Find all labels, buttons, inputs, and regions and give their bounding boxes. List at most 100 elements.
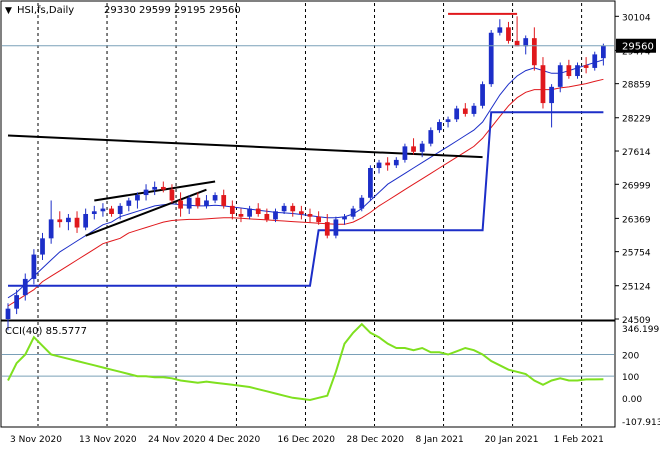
date-tick-label: 8 Jan 2021 [416, 435, 464, 445]
candle-body [523, 38, 529, 47]
date-tick-label: 4 Dec 2020 [208, 435, 260, 445]
collapse-icon[interactable]: ▼ [5, 6, 12, 16]
date-tick-label: 28 Dec 2020 [347, 435, 405, 445]
cci-line [7, 322, 604, 402]
candle-body [368, 168, 373, 198]
date-tick-label: 13 Nov 2020 [79, 435, 137, 445]
svg-text:29560: 29560 [622, 42, 654, 53]
candle-body [255, 208, 261, 214]
candle-body [540, 65, 546, 104]
candle-body [238, 213, 244, 217]
candle-body [583, 65, 589, 68]
candle-body [428, 130, 434, 144]
price-tick-label: 30104 [622, 13, 651, 23]
cci-indicator [2, 322, 614, 402]
candle-body [488, 32, 494, 85]
candle-body [350, 208, 356, 217]
candle-body [100, 208, 106, 212]
price-tick-label: 28859 [622, 81, 651, 91]
candle-body [592, 54, 598, 68]
ohlc-readout: 29330 29599 29195 29560 [104, 5, 241, 16]
candle-body [22, 278, 28, 296]
candle-body [83, 213, 89, 228]
date-tick-label: 16 Dec 2020 [277, 435, 335, 445]
candle-body [385, 162, 391, 166]
cci-tick-label: 346.1991 [622, 325, 660, 335]
candle-body [307, 213, 313, 217]
candle-body [91, 211, 97, 214]
main-panel-frame [0, 0, 616, 321]
candle-body [549, 86, 554, 104]
candle-body [66, 217, 71, 223]
candle-body [109, 208, 114, 214]
cci-tick-label: 200 [622, 352, 639, 362]
candle-body [204, 200, 209, 206]
candle-body [506, 27, 511, 41]
candle-body [14, 295, 20, 309]
candle-body [264, 213, 270, 220]
candle-body [419, 143, 425, 152]
price-tick-label: 26999 [622, 181, 651, 191]
price-tick-label: 28229 [622, 115, 651, 125]
candle-body [40, 238, 45, 255]
candle-body [575, 65, 580, 77]
candle-body [74, 217, 80, 228]
cci-tick-label: -107.9138 [622, 418, 660, 428]
candle-body [531, 38, 537, 66]
date-tick-label: 3 Nov 2020 [10, 435, 62, 445]
candle-body [445, 119, 451, 123]
candle-body [359, 197, 365, 209]
candle-body [411, 146, 416, 152]
candle-body [557, 65, 563, 87]
candle-body [221, 195, 227, 206]
candle-body [160, 186, 166, 190]
price-tick-label: 24509 [622, 316, 651, 326]
date-tick-label: 24 Nov 2020 [148, 435, 206, 445]
candle-body [212, 195, 218, 201]
price-tick-label: 25754 [622, 249, 651, 259]
ma-line-2 [8, 111, 604, 287]
candle-body [316, 216, 322, 223]
ma-line-1 [7, 78, 604, 307]
candle-body [48, 219, 54, 239]
candle-body [57, 219, 63, 223]
annotation-line [85, 188, 207, 237]
candle-body [117, 205, 123, 214]
candle-body [600, 45, 606, 59]
candle-body [281, 205, 287, 212]
candle-body [126, 200, 132, 206]
price-tick-label: 27614 [622, 148, 651, 158]
candle-body [229, 205, 235, 214]
candlestick-series [2, 16, 614, 331]
candle-body [186, 197, 192, 209]
ma-line-0 [7, 59, 604, 299]
candle-body [290, 205, 296, 212]
candle-body [273, 211, 278, 220]
indicator-grid [37, 322, 583, 426]
cci-tick-label: 100 [622, 373, 639, 383]
candle-body [514, 40, 520, 47]
candle-body [393, 159, 399, 166]
candle-body [195, 197, 201, 206]
date-tick-label: 1 Feb 2021 [554, 435, 604, 445]
main-grid [37, 3, 583, 319]
candle-body [471, 105, 477, 114]
candle-body [247, 208, 252, 217]
candle-body [437, 122, 442, 131]
candle-body [5, 308, 11, 319]
candle-body [497, 27, 503, 33]
candle-body [178, 200, 183, 209]
candle-body [135, 195, 140, 201]
candle-body [342, 216, 347, 220]
candle-body [298, 211, 304, 214]
price-tick-label: 25124 [622, 283, 651, 293]
price-tick-label: 26369 [622, 215, 651, 225]
candle-body [169, 189, 175, 201]
candle-body [324, 222, 330, 236]
date-tick-label: 20 Jan 2021 [485, 435, 539, 445]
price-axis: 3010429474288592822927614269992636925754… [615, 13, 651, 326]
moving-average-lines [7, 59, 604, 307]
cci-tick-label: 0.00 [622, 395, 642, 405]
